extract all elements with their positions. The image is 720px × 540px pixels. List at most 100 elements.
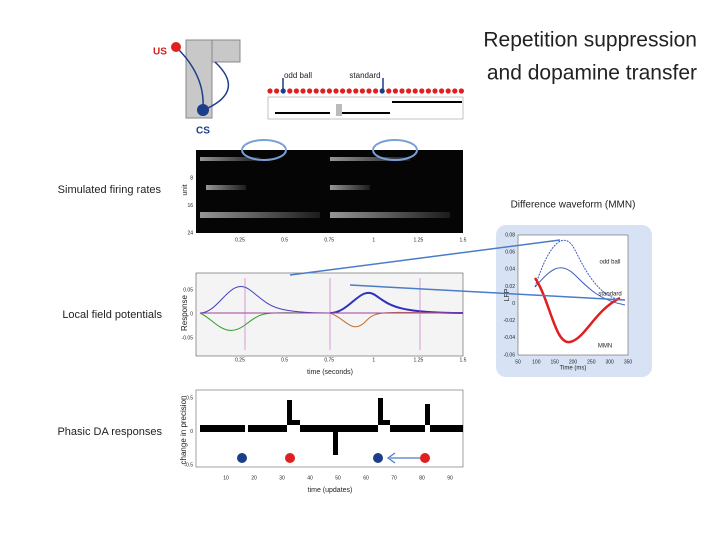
panel-label: Simulated firing rates [58, 184, 162, 196]
stimulus-dot [386, 88, 392, 94]
us-dot [420, 453, 430, 463]
stimulus-dot [353, 88, 359, 94]
stimulus-strip [267, 96, 464, 120]
highlight [241, 139, 287, 161]
stimulus-dot [432, 88, 438, 94]
arrow [386, 452, 420, 464]
y-axis-label: Response [180, 294, 189, 331]
y-tick-label: 0 [190, 429, 193, 435]
x-tick-label: 30 [279, 475, 285, 481]
x-tick-label: 1.5 [460, 237, 467, 243]
stimulus-dot [439, 88, 445, 94]
x-tick-label: 100 [532, 359, 541, 365]
lfp-plot [195, 272, 464, 357]
y-tick-label: 0.06 [505, 249, 515, 255]
x-tick-label: 40 [307, 475, 313, 481]
stimulus-dot [412, 88, 418, 94]
stimulus-dot [373, 88, 379, 94]
x-axis-label: Time (ms) [560, 366, 587, 372]
x-tick-label: 70 [391, 475, 397, 481]
stimulus-dot [313, 88, 319, 94]
pointer [282, 78, 384, 90]
y-tick-label: -0.02 [504, 318, 516, 324]
da-bars [200, 398, 463, 455]
x-tick-label: 250 [587, 359, 596, 365]
legend-standard: standard [598, 292, 621, 298]
y-tick-label: -0.05 [182, 335, 194, 341]
stimulus-dot [425, 88, 431, 94]
cs-dot [237, 453, 247, 463]
stimulus-dots [267, 88, 464, 94]
us-dot [285, 453, 295, 463]
stimulus-dot [346, 88, 352, 94]
stimulus-dot [445, 88, 451, 94]
stimulus-dot [458, 88, 464, 94]
panel-label: Local field potentials [62, 309, 162, 321]
x-axis-label: time (updates) [308, 487, 353, 494]
y-axis-label: unit [182, 184, 189, 195]
x-tick-label: 200 [569, 359, 578, 365]
x-tick-label: 80 [419, 475, 425, 481]
stimulus-dot [300, 88, 306, 94]
y-axis-label: change in precision [179, 396, 188, 465]
y-tick-label: 0.05 [183, 287, 193, 293]
x-tick-label: 0.5 [281, 237, 288, 243]
standard-label: standard [349, 71, 380, 80]
oddball-label: odd ball [284, 71, 312, 80]
stimulus-dot [280, 88, 286, 94]
y-tick-label: 0.02 [505, 284, 515, 290]
x-tick-label: 0.5 [281, 357, 288, 363]
x-tick-label: 60 [363, 475, 369, 481]
legend-mmn: MMN [598, 344, 612, 350]
x-tick-label: 1.25 [414, 357, 424, 363]
stimulus-dot [274, 88, 280, 94]
y-tick-label: -0.5 [184, 462, 193, 468]
x-tick-label: 0.75 [324, 357, 334, 363]
y-tick-label: -0.04 [504, 335, 516, 341]
y-tick-label: -0.06 [504, 352, 516, 358]
y-tick-label: 0.5 [186, 395, 193, 401]
x-tick-label: 50 [335, 475, 341, 481]
stimulus-dot [419, 88, 425, 94]
x-tick-label: 1 [372, 357, 375, 363]
y-tick-label: 0.04 [505, 267, 515, 273]
x-tick-label: 0.75 [324, 237, 334, 243]
lfp-curves [199, 278, 464, 350]
stimulus-dot [293, 88, 299, 94]
x-tick-label: 300 [605, 359, 614, 365]
stimulus-dot [320, 88, 326, 94]
x-tick-label: 150 [550, 359, 559, 365]
stimulus-dot [333, 88, 339, 94]
stimulus-dot [340, 88, 346, 94]
y-tick-label: 0 [190, 311, 193, 317]
x-tick-label: 20 [251, 475, 257, 481]
x-tick-label: 0.25 [235, 357, 245, 363]
title-line: Repetition suppression [483, 29, 697, 52]
stimulus-dot [267, 88, 273, 94]
mmn-title: Difference waveform (MMN) [511, 200, 636, 211]
maze [171, 39, 241, 119]
x-tick-label: 1 [372, 237, 375, 243]
stimulus-dot [359, 88, 365, 94]
firing-bands [200, 157, 450, 218]
x-tick-label: 50 [515, 359, 521, 365]
stimulus-dot [307, 88, 313, 94]
stimulus-dot [392, 88, 398, 94]
title-line: and dopamine transfer [487, 62, 697, 85]
stimulus-dot [326, 88, 332, 94]
y-tick-label: 8 [190, 175, 193, 181]
y-tick-label: 16 [187, 203, 193, 209]
x-tick-label: 90 [447, 475, 453, 481]
panel-label: Phasic DA responses [57, 426, 162, 438]
x-tick-label: 1.5 [460, 357, 467, 363]
cs-dot [373, 453, 383, 463]
stimulus-dot [452, 88, 458, 94]
stimulus-dot [406, 88, 412, 94]
x-tick-label: 0.25 [235, 237, 245, 243]
stimulus-mark [336, 104, 342, 116]
cs-label: CS [196, 126, 210, 137]
y-axis-label: LFP [504, 288, 511, 301]
legend-oddball: odd ball [599, 260, 620, 266]
stimulus-dot [287, 88, 293, 94]
